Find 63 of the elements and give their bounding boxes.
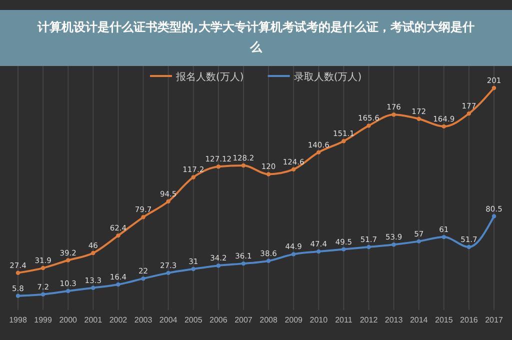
x-tick-label: 2014 bbox=[410, 316, 428, 325]
point bbox=[442, 234, 446, 240]
point bbox=[291, 167, 296, 172]
point bbox=[416, 239, 421, 244]
x-tick-label: 2004 bbox=[159, 316, 178, 325]
point bbox=[366, 244, 371, 250]
point bbox=[191, 266, 196, 272]
x-tick-label: 1998 bbox=[9, 316, 28, 325]
point bbox=[116, 282, 120, 287]
point bbox=[366, 124, 371, 128]
point bbox=[492, 214, 496, 218]
point bbox=[416, 116, 421, 121]
point bbox=[16, 270, 20, 275]
point bbox=[91, 250, 96, 256]
x-tick-label: 2016 bbox=[460, 316, 478, 325]
point bbox=[191, 175, 196, 180]
point bbox=[291, 252, 296, 256]
point bbox=[266, 258, 271, 264]
point bbox=[241, 261, 246, 266]
point bbox=[342, 139, 346, 144]
x-tick-label: 2012 bbox=[360, 316, 378, 325]
point bbox=[66, 288, 70, 294]
point bbox=[266, 172, 271, 176]
x-tick-label: 2008 bbox=[260, 316, 278, 325]
legend-label: 录取人数(万人) bbox=[294, 72, 362, 83]
legend-label: 报名人数(万人) bbox=[175, 71, 244, 83]
x-tick-label: 2002 bbox=[109, 316, 128, 325]
point bbox=[316, 249, 321, 254]
point bbox=[91, 286, 96, 290]
point bbox=[316, 150, 321, 154]
x-tick-label: 2006 bbox=[210, 316, 228, 325]
point bbox=[466, 111, 472, 116]
point bbox=[342, 247, 346, 252]
point bbox=[216, 164, 221, 169]
x-tick-label: 2000 bbox=[59, 316, 78, 325]
x-tick-label: 2017 bbox=[485, 316, 504, 325]
point bbox=[40, 292, 46, 296]
point bbox=[392, 112, 396, 117]
x-tick-label: 2007 bbox=[234, 316, 253, 325]
chart-title: 计算机设计是什么证书类型的,大学大专计算机考试考的是什么证，考试的大纲是什么 bbox=[36, 20, 474, 54]
x-tick-label: 2005 bbox=[184, 316, 203, 325]
point bbox=[66, 258, 70, 262]
x-tick-label: 2010 bbox=[310, 316, 328, 325]
point bbox=[40, 266, 46, 270]
x-tick-label: 2003 bbox=[134, 316, 153, 325]
point bbox=[466, 244, 472, 250]
point bbox=[241, 163, 246, 168]
point bbox=[141, 215, 146, 220]
x-tick-label: 2013 bbox=[384, 316, 404, 325]
point bbox=[492, 86, 496, 90]
x-tick-label: 2011 bbox=[335, 316, 353, 325]
point bbox=[166, 199, 170, 204]
point bbox=[16, 294, 20, 298]
point bbox=[116, 233, 120, 238]
x-tick-label: 2015 bbox=[434, 316, 454, 325]
x-tick-label: 1999 bbox=[34, 316, 52, 325]
point bbox=[166, 270, 170, 276]
point bbox=[141, 276, 146, 281]
point bbox=[392, 242, 396, 247]
point bbox=[442, 124, 446, 129]
x-tick-label: 2009 bbox=[284, 316, 304, 325]
x-tick-label: 2001 bbox=[84, 316, 103, 325]
point bbox=[216, 263, 221, 268]
